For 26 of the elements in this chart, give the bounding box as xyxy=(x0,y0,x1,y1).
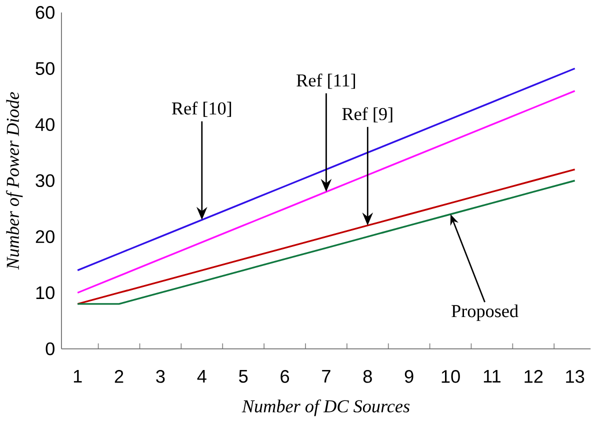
x-tick-label: 3 xyxy=(156,370,165,383)
y-tick-label: 60 xyxy=(36,6,54,19)
y-tick-label: 30 xyxy=(36,174,54,187)
y-axis-title: Number of Power Diode xyxy=(6,92,23,270)
annotation: Ref [9] xyxy=(342,107,392,122)
x-tick-label: 12 xyxy=(524,370,543,383)
x-axis-title: Number of DC Sources xyxy=(242,399,410,416)
annotation: Ref [10] xyxy=(172,102,232,117)
y-tick-label: 20 xyxy=(36,230,54,244)
y-tick-label: 40 xyxy=(35,118,54,131)
x-tick-label: 1 xyxy=(74,370,82,382)
x-tick-label: 9 xyxy=(404,370,414,383)
x-tick-label: 2 xyxy=(114,370,124,383)
x-tick-label: 8 xyxy=(363,370,372,383)
x-tick-label: 11 xyxy=(484,370,500,382)
x-tick-label: 6 xyxy=(280,370,290,383)
y-tick-label: 0 xyxy=(46,342,54,356)
x-tick-label: 10 xyxy=(442,370,460,383)
x-tick-label: 13 xyxy=(566,370,584,383)
y-tick-label: 10 xyxy=(36,286,54,300)
x-tick-label: 4 xyxy=(197,370,206,382)
annotation: Proposed xyxy=(452,304,518,321)
x-tick-label: 7 xyxy=(322,370,330,382)
x-tick-label: 5 xyxy=(239,370,248,383)
annotation: Ref [11] xyxy=(296,74,356,89)
y-tick-label: 50 xyxy=(36,62,54,75)
